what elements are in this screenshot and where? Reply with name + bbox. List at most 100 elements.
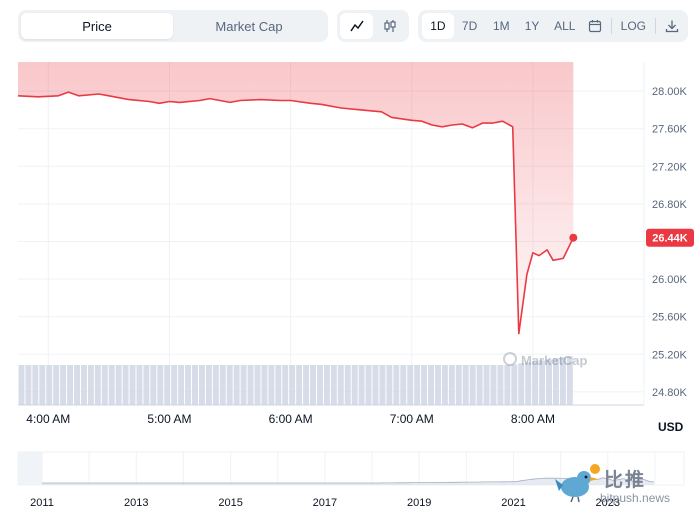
volume-bar (143, 365, 150, 405)
y-tick-label: 28.00K (652, 86, 688, 98)
volume-bar (428, 365, 434, 405)
overview-left-shade (18, 452, 42, 485)
volume-bar (421, 365, 428, 405)
y-tick-label: 25.20K (652, 349, 688, 361)
volume-bar (247, 365, 254, 405)
price-area-fill (18, 62, 574, 334)
volume-bar (240, 365, 247, 405)
volume-bar (483, 365, 490, 405)
volume-bar (101, 365, 108, 405)
volume-bar (518, 363, 525, 405)
volume-bar (365, 365, 372, 405)
volume-bar (74, 365, 80, 405)
volume-bar (497, 365, 504, 405)
volume-bar (296, 365, 303, 405)
volume-bar (46, 365, 53, 405)
chart-toolbar: Price Market Cap 1D 7D 1M 1Y ALL (18, 10, 688, 42)
y-tick-label: 25.60K (652, 312, 688, 324)
volume-bar (233, 365, 240, 405)
currency-label: USD (658, 420, 684, 434)
volume-bar (39, 365, 46, 405)
volume-bar (358, 365, 365, 405)
volume-bar (136, 365, 143, 405)
download-button[interactable] (660, 13, 684, 39)
volume-bar (122, 365, 129, 405)
volume-bar (87, 365, 94, 405)
volume-bar (490, 365, 497, 405)
chart-type-toggle (337, 10, 409, 42)
volume-bar (198, 365, 205, 405)
volume-bar (268, 365, 275, 405)
tab-price[interactable]: Price (21, 13, 173, 39)
y-tick-label: 27.20K (652, 161, 688, 173)
volume-bar (462, 365, 469, 405)
volume-bar (115, 365, 122, 405)
range-7d-button[interactable]: 7D (461, 19, 478, 33)
range-1m-button[interactable]: 1M (493, 19, 510, 33)
tab-market-cap[interactable]: Market Cap (215, 18, 283, 34)
volume-bar (18, 365, 25, 405)
volume-bar (330, 365, 337, 405)
volume-bar (178, 365, 185, 405)
volume-bar (552, 358, 559, 405)
volume-bar (351, 365, 358, 405)
volume-bar (164, 365, 171, 405)
candlestick-icon (383, 20, 396, 32)
volume-bar (25, 365, 32, 405)
volume-bar (108, 365, 115, 405)
volume-bar (539, 360, 546, 405)
candlestick-button[interactable] (373, 13, 406, 39)
price-marketcap-toggle: Price Market Cap (18, 10, 328, 42)
volume-bar (226, 365, 233, 405)
calendar-icon (588, 20, 601, 33)
x-tick-label: 7:00 AM (390, 412, 434, 426)
time-range-selector: 1D 7D 1M 1Y ALL LOG (418, 10, 688, 42)
volume-bar (282, 365, 289, 405)
volume-bar (171, 365, 178, 405)
line-chart-button[interactable] (340, 13, 373, 39)
volume-bar (476, 365, 483, 405)
overview-line (42, 476, 655, 484)
volume-bar (192, 365, 198, 405)
volume-bar (386, 365, 393, 405)
volume-bar (67, 365, 74, 405)
overview-year-label: 2021 (501, 497, 525, 509)
calendar-button[interactable] (583, 13, 607, 39)
volume-bar (310, 365, 316, 405)
volume-bar (205, 365, 212, 405)
y-tick-label: 26.80K (652, 199, 688, 211)
volume-bar (150, 365, 157, 405)
log-scale-button[interactable]: LOG (620, 19, 646, 33)
x-tick-label: 4:00 AM (26, 412, 70, 426)
bird-logo-icon (555, 464, 600, 503)
volume-bar (289, 365, 296, 405)
line-chart-icon (349, 20, 364, 32)
y-tick-label: 27.60K (652, 124, 688, 136)
volume-bar (32, 365, 39, 405)
y-tick-label: 24.80K (652, 387, 688, 399)
toolbar-divider (654, 18, 656, 34)
volume-bar (129, 365, 136, 405)
volume-bar (511, 364, 518, 405)
volume-bar (469, 365, 476, 405)
volume-bar (379, 365, 386, 405)
volume-bar (344, 365, 351, 405)
volume-bar (323, 365, 330, 405)
volume-bar (546, 359, 552, 405)
volume-bar (275, 365, 282, 405)
volume-bar (525, 362, 532, 405)
volume-bar (60, 365, 67, 405)
range-1d-button[interactable]: 1D (422, 13, 454, 39)
volume-bar (559, 357, 566, 405)
volume-bar (337, 365, 344, 405)
x-tick-label: 8:00 AM (511, 412, 555, 426)
current-price-label: 26.44K (652, 233, 688, 245)
download-icon (665, 20, 679, 33)
overview-year-label: 2023 (596, 497, 620, 509)
watermark-logo-icon (503, 352, 517, 366)
range-all-button[interactable]: ALL (554, 19, 576, 33)
overview-year-label: 2015 (218, 497, 242, 509)
range-1y-button[interactable]: 1Y (524, 19, 540, 33)
volume-bar (53, 365, 60, 405)
